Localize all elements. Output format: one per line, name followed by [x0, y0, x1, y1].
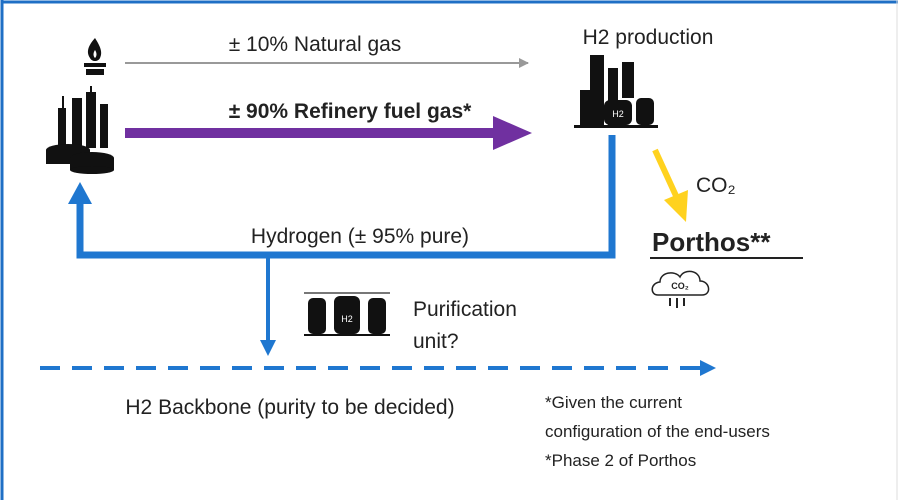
note-3: *Phase 2 of Porthos [545, 451, 696, 470]
purification-label-2: unit? [413, 330, 459, 353]
purification-icon [304, 292, 390, 336]
purification-label-1: Purification [413, 298, 517, 321]
fuel-gas-arrow [125, 128, 495, 138]
cloud-icon [651, 270, 710, 308]
hydrogen-arrowhead [68, 182, 92, 204]
porthos-label: Porthos** [652, 227, 771, 257]
natural-gas-label: ± 10% Natural gas [229, 33, 402, 56]
h2-tank-label: H2 [612, 109, 624, 119]
h2-production-label: H2 production [583, 26, 714, 49]
fuel-gas-label: ± 90% Refinery fuel gas* [229, 100, 472, 123]
purification-tank-label: H2 [341, 314, 353, 324]
branch-arrowhead [260, 340, 276, 356]
hydrogen-label: Hydrogen (± 95% pure) [251, 225, 469, 248]
note-2: configuration of the end-users [545, 422, 770, 441]
flame-icon [84, 38, 106, 75]
co2-arrowhead [664, 190, 688, 222]
h2-production-icon [574, 55, 658, 128]
co2-arrow [652, 148, 680, 200]
backbone-label: H2 Backbone (purity to be decided) [125, 396, 454, 419]
backbone-arrowhead [700, 360, 716, 376]
fuel-gas-arrowhead [493, 116, 532, 150]
note-1: *Given the current [545, 393, 682, 412]
cloud-label: CO₂ [671, 281, 689, 291]
hydrogen-loop [76, 135, 616, 259]
refinery-icon [46, 86, 114, 174]
co2-label: CO₂ [696, 174, 736, 197]
